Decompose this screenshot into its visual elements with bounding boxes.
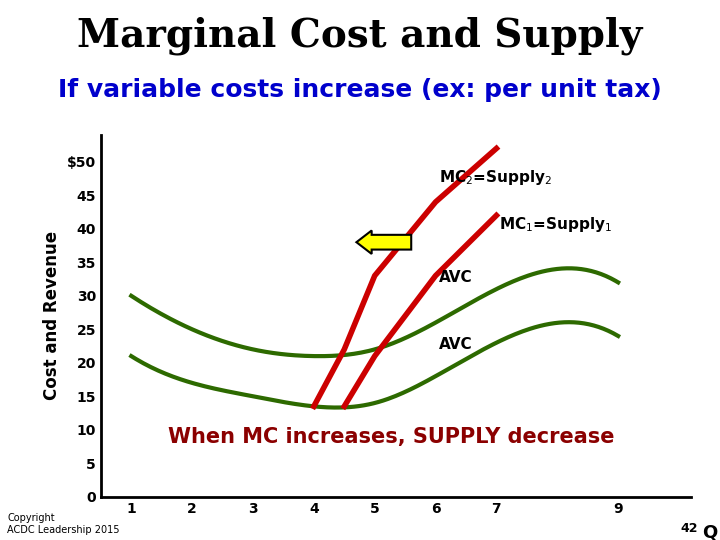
Text: If variable costs increase (ex: per unit tax): If variable costs increase (ex: per unit…	[58, 78, 662, 102]
Text: 42: 42	[681, 522, 698, 535]
FancyArrow shape	[356, 231, 411, 254]
Text: When MC increases, SUPPLY decrease: When MC increases, SUPPLY decrease	[168, 427, 614, 447]
Text: AVC: AVC	[438, 271, 472, 286]
Text: MC$_1$=Supply$_1$: MC$_1$=Supply$_1$	[500, 215, 613, 234]
Text: Copyright
ACDC Leadership 2015: Copyright ACDC Leadership 2015	[7, 513, 120, 535]
Text: AVC: AVC	[438, 338, 472, 353]
Text: MC$_2$=Supply$_2$: MC$_2$=Supply$_2$	[438, 168, 552, 187]
Text: Marginal Cost and Supply: Marginal Cost and Supply	[77, 16, 643, 55]
Text: Q: Q	[702, 524, 717, 540]
Y-axis label: Cost and Revenue: Cost and Revenue	[43, 231, 61, 401]
